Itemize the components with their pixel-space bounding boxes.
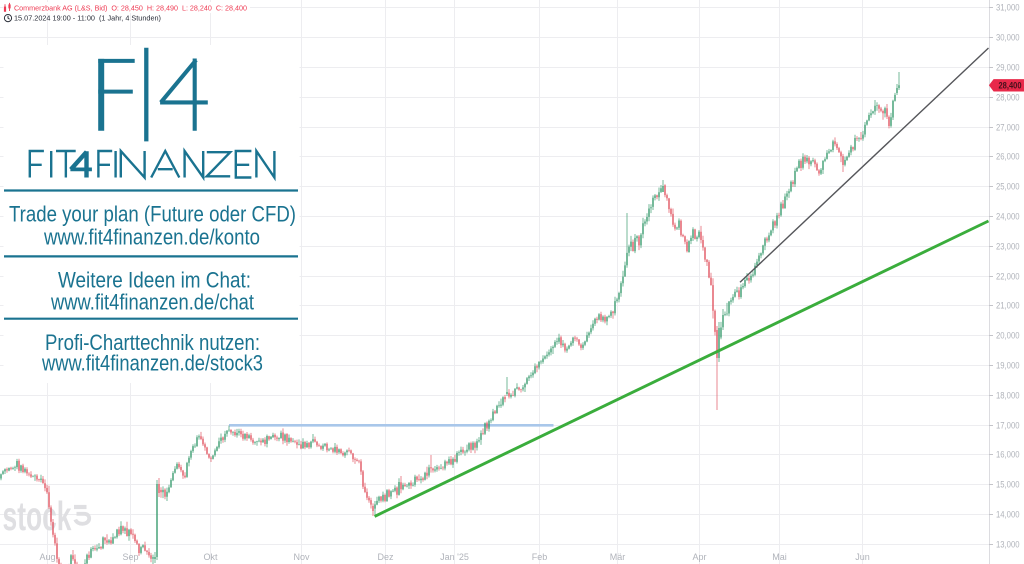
svg-text:Profi-Charttechnik nutzen:: Profi-Charttechnik nutzen:	[45, 330, 260, 355]
svg-text:13,000: 13,000	[996, 540, 1020, 550]
svg-text:Trade your plan (Future oder C: Trade your plan (Future oder CFD)	[9, 202, 296, 227]
svg-text:29,000: 29,000	[996, 63, 1020, 73]
svg-text:31,000: 31,000	[996, 3, 1020, 13]
svg-text:www.fit4finanzen.de/stock3: www.fit4finanzen.de/stock3	[41, 351, 263, 376]
svg-text:Nov: Nov	[293, 552, 310, 562]
svg-text:Aug: Aug	[39, 552, 55, 562]
svg-text:26,000: 26,000	[996, 152, 1020, 162]
svg-text:14,000: 14,000	[996, 510, 1020, 520]
svg-text:15.07.2024 19:00 - 11:00 (1 J: 15.07.2024 19:00 - 11:00 (1 Jahr, 4 Stun…	[14, 14, 161, 23]
svg-text:Sep: Sep	[122, 552, 138, 562]
svg-text:Dez: Dez	[377, 552, 394, 562]
svg-text:stock: stock	[3, 493, 72, 539]
svg-text:27,000: 27,000	[996, 123, 1020, 133]
svg-text:25,000: 25,000	[996, 182, 1020, 192]
svg-text:30,000: 30,000	[996, 33, 1020, 43]
svg-text:Mai: Mai	[772, 552, 787, 562]
svg-text:19,000: 19,000	[996, 361, 1020, 371]
svg-text:Commerzbank AG (L&S, Bid) O:: Commerzbank AG (L&S, Bid) O: 28,450 H: 2…	[14, 3, 247, 12]
svg-text:Apr: Apr	[692, 552, 706, 562]
svg-text:Feb: Feb	[532, 552, 548, 562]
svg-text:17,000: 17,000	[996, 421, 1020, 431]
svg-text:21,000: 21,000	[996, 301, 1020, 311]
svg-text:Jun: Jun	[855, 552, 870, 562]
svg-text:16,000: 16,000	[996, 450, 1020, 460]
svg-text:Okt: Okt	[203, 552, 218, 562]
svg-text:23,000: 23,000	[996, 242, 1020, 252]
svg-text:28,000: 28,000	[996, 93, 1020, 103]
svg-text:www.fit4finanzen.de/chat: www.fit4finanzen.de/chat	[50, 290, 254, 315]
svg-text:28,400: 28,400	[999, 81, 1022, 91]
svg-text:24,000: 24,000	[996, 212, 1020, 222]
svg-text:Weitere Ideen im Chat:: Weitere Ideen im Chat:	[58, 268, 251, 293]
svg-text:www.fit4finanzen.de/konto: www.fit4finanzen.de/konto	[43, 225, 260, 250]
svg-text:15,000: 15,000	[996, 480, 1020, 490]
svg-text:Jan '25: Jan '25	[440, 552, 469, 562]
svg-text:22,000: 22,000	[996, 272, 1020, 282]
svg-text:20,000: 20,000	[996, 331, 1020, 341]
svg-text:Mär: Mär	[610, 552, 626, 562]
svg-text:18,000: 18,000	[996, 391, 1020, 401]
